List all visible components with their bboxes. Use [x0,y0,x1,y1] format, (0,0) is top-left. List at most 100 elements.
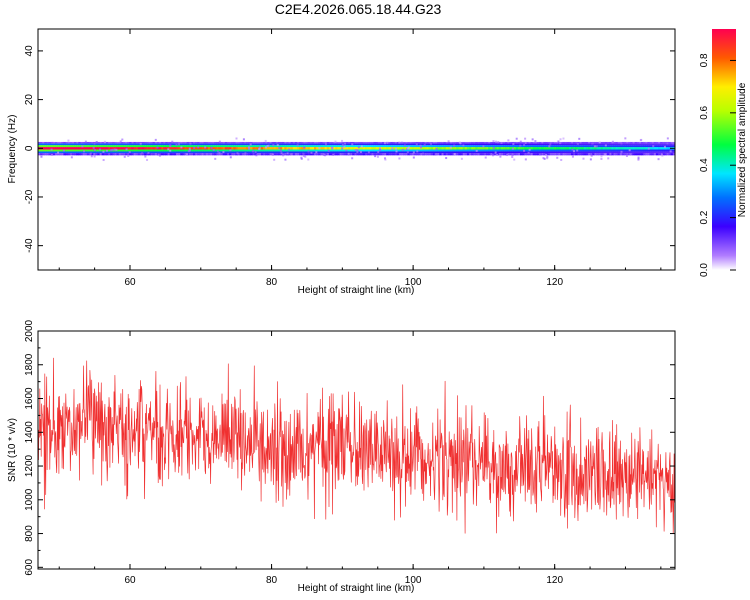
spectrogram-speckle [102,150,105,153]
spectrogram-cell [532,143,536,146]
spectrogram-cell [553,147,557,150]
spectrogram-cell [415,145,419,148]
spectrogram-cell [600,141,604,144]
spectrogram-cell [144,151,147,154]
spectrogram-cell [653,147,657,150]
spectrogram-cell [536,143,540,146]
spectrogram-cell [507,145,510,148]
spectrogram-cell [447,141,451,144]
spectrogram-cell [424,145,427,148]
spectrogram-cell [114,145,117,148]
spectrogram-cell [186,143,190,146]
spectrogram-cell [256,143,260,146]
spectrogram-cell [176,149,179,152]
spectrogram-cell [182,151,185,154]
spectrogram-speckle [188,147,191,150]
spectrogram-cell [621,145,625,148]
spectrogram-cell [401,151,404,154]
spectrogram-cell [475,147,478,150]
spectrogram-cell [513,153,517,156]
spectrogram-speckle [523,144,526,147]
spectrogram-speckle [598,141,601,144]
spectrogram-cell [592,149,595,152]
spectrogram-cell [116,141,120,144]
spectrogram-cell [116,153,120,156]
spectrogram-cell [171,153,175,156]
spectrogram-cell [407,143,410,146]
spectrogram-cell [418,143,421,146]
spectrogram-cell [135,141,139,144]
spectrogram-cell [515,145,519,148]
spectrogram-cell [326,141,330,144]
spectrogram-cell [418,145,421,148]
spectrogram-cell [193,151,196,154]
spectrogram-cell [456,149,459,152]
spectrogram-cell [568,149,572,152]
spectrogram-cell [653,153,657,156]
spectrogram-cell [562,145,565,148]
spectrogram-cell [292,143,296,146]
spectrogram-speckle [542,157,545,160]
spectrogram-cell [670,153,674,156]
spectrogram-cell [82,153,86,156]
spectrogram-cell [292,153,296,156]
spectrogram-cell [587,143,591,146]
spectrogram-cell [632,151,636,154]
spectrogram-speckle [447,140,450,143]
spectrogram-cell [237,153,241,156]
spectrogram-cell [424,147,427,150]
spectrogram-cell [311,153,315,156]
spectrogram-cell [63,153,66,156]
spectrogram-cell [604,151,608,154]
spectrogram-cell [71,147,75,150]
spectrogram-cell [97,145,100,148]
spectrogram-cell [638,147,642,150]
spectrogram-cell [500,153,504,156]
spectrogram-speckle [282,154,285,157]
spectrogram-cell [326,143,330,146]
spectrogram-speckle [506,154,509,157]
spectrogram-cell [301,141,304,144]
spectrogram-cell [498,151,502,154]
spectrogram-cell [520,143,523,146]
spectrogram-cell [369,143,372,146]
spectrogram-cell [118,141,122,144]
spectrogram-cell [375,143,379,146]
spectrogram-cell [220,151,224,154]
spectrogram-cell [619,149,623,152]
spectrogram-cell [626,141,629,144]
spectrogram-cell [305,141,309,144]
spectrogram-cell [466,147,470,150]
spectrogram-cell [265,141,268,144]
spectrogram-speckle [300,156,303,159]
spectrogram-cell [515,143,519,146]
spectrogram-cell [377,145,381,148]
spectrogram-cell [632,145,636,148]
spectrogram-cell [607,141,610,144]
spectrogram-cell [71,153,75,156]
spectrogram-cell [641,153,644,156]
spectrogram-cell [84,143,88,146]
spectrogram-cell [265,147,268,150]
spectrogram-cell [490,145,493,148]
spectrogram-cell [636,151,640,154]
spectrogram-cell [424,143,427,146]
spectrogram-speckle [121,138,124,141]
spectrogram-cell [405,143,408,146]
spectrogram-speckle [494,140,497,143]
spectrogram-speckle [93,155,96,158]
spectrogram-cell [670,145,674,148]
spectrogram-cell [396,143,400,146]
colorbar: 0.00.20.40.60.8 Normalized spectral ampl… [699,29,748,277]
spectrogram-cell [161,145,164,148]
spectrogram-cell [496,151,500,154]
spectrogram-cell [445,145,449,148]
spectrogram-cell [628,141,631,144]
spectrogram-cell [462,153,466,156]
colorbar-tick-label: 0.4 [699,158,710,172]
spectrogram-cell [133,149,137,152]
spectrogram-cell [630,143,633,146]
spectrogram-cell [78,153,81,156]
spectrogram-cell [668,147,672,150]
spectrogram-cell [173,147,177,150]
